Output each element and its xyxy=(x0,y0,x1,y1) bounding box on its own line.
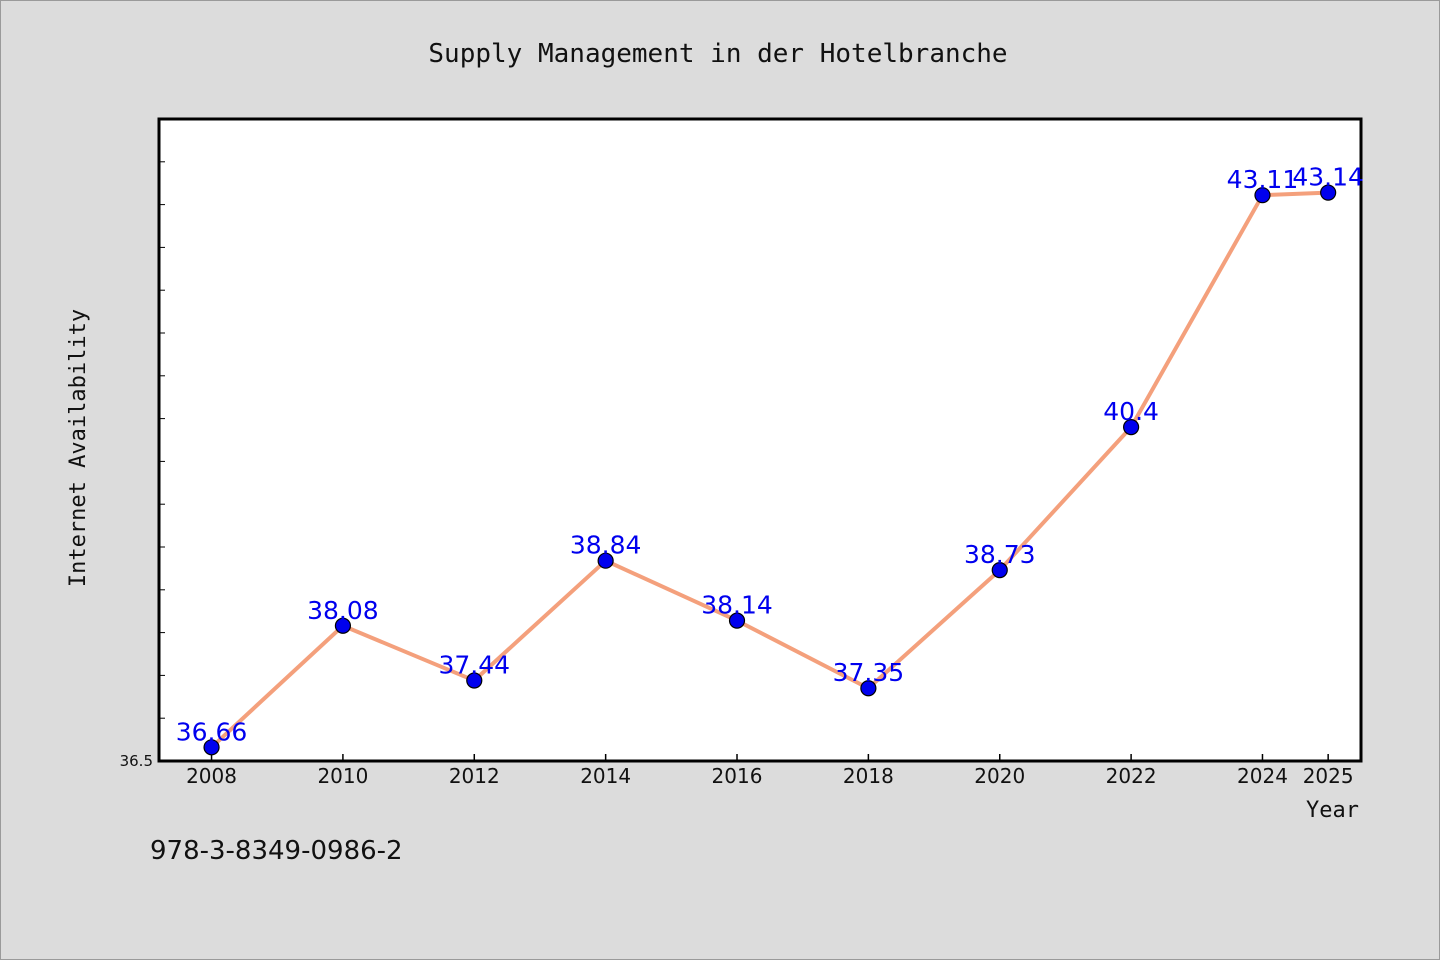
data-label: 38.84 xyxy=(570,531,642,560)
data-label: 38.08 xyxy=(307,596,379,625)
data-point xyxy=(728,612,746,629)
data-point xyxy=(991,562,1008,579)
data-point xyxy=(860,680,877,697)
data-label: 40.4 xyxy=(1103,397,1159,426)
chart-title: Supply Management in der Hotelbranche xyxy=(428,39,1007,69)
x-tick-label: 2020 xyxy=(974,764,1025,788)
data-point xyxy=(1123,419,1140,436)
x-tick-label: 2016 xyxy=(712,764,763,788)
x-tick-label: 2008 xyxy=(186,764,237,788)
x-tick-label: 2025 xyxy=(1303,764,1354,788)
data-labels: 36.66 38.08 37.44 38.84 38.14 37.35 38.73 40.4 4… xyxy=(176,163,1364,747)
data-point xyxy=(466,672,483,689)
x-axis-label: Year xyxy=(1306,798,1359,823)
x-tick-label: 2022 xyxy=(1106,764,1157,788)
data-label: 38.73 xyxy=(964,540,1036,569)
series-line xyxy=(210,190,1329,749)
data-points xyxy=(203,184,1337,756)
isbn-text: 978-3-8349-0986-2 xyxy=(150,836,403,866)
x-tick-label: 2010 xyxy=(317,764,368,788)
x-tick-label: 2024 xyxy=(1237,764,1288,788)
data-label: 37.35 xyxy=(833,658,905,687)
data-point xyxy=(1320,184,1337,201)
plot-area xyxy=(157,117,1363,763)
data-label: 38.14 xyxy=(701,591,773,620)
x-tick-label: 2012 xyxy=(449,764,500,788)
data-point xyxy=(334,617,352,634)
data-point xyxy=(203,739,220,756)
y-axis-ticks xyxy=(159,161,165,719)
x-tick-label: 2018 xyxy=(843,764,894,788)
y-tick-label: 36.5 xyxy=(120,752,153,770)
data-label: 37.44 xyxy=(438,651,510,680)
y-axis-label: Internet Availability xyxy=(66,309,91,587)
data-label: 43.14 xyxy=(1292,163,1364,192)
data-point xyxy=(1254,187,1271,204)
data-label: 36.66 xyxy=(176,717,248,746)
x-tick-label: 2014 xyxy=(580,764,631,788)
x-axis-ticks: 2008 2010 2012 2014 2016 2018 2020 2022 2024 2025 xyxy=(186,754,1354,788)
series-line-group xyxy=(210,190,1329,749)
data-label: 43.11 xyxy=(1227,165,1299,194)
data-point xyxy=(597,552,614,569)
